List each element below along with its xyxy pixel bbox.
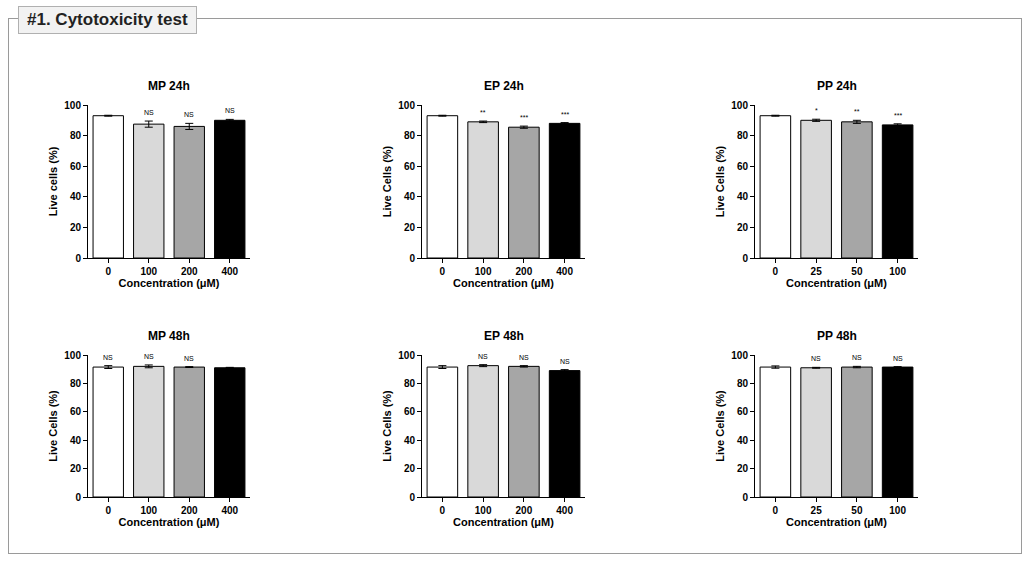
svg-text:60: 60 [737, 161, 749, 172]
svg-text:100: 100 [64, 100, 81, 111]
svg-text:200: 200 [181, 505, 198, 516]
svg-text:200: 200 [181, 266, 198, 277]
svg-text:Live Cells (%): Live Cells (%) [381, 390, 393, 462]
svg-text:***: *** [894, 112, 902, 119]
svg-text:**: ** [480, 109, 486, 116]
svg-text:400: 400 [556, 505, 573, 516]
svg-text:0: 0 [773, 505, 779, 516]
svg-text:Live Cells (%): Live Cells (%) [714, 145, 726, 217]
svg-text:0: 0 [75, 253, 81, 264]
svg-text:Concentration (μM): Concentration (μM) [786, 277, 887, 289]
svg-text:80: 80 [70, 378, 82, 389]
svg-text:0: 0 [440, 505, 446, 516]
svg-text:0: 0 [742, 253, 748, 264]
svg-text:100: 100 [731, 100, 748, 111]
svg-text:80: 80 [70, 130, 82, 141]
svg-text:NS: NS [852, 354, 862, 361]
svg-text:0: 0 [440, 266, 446, 277]
svg-text:Concentration (μM): Concentration (μM) [119, 277, 220, 289]
svg-text:20: 20 [70, 463, 82, 474]
svg-text:0: 0 [742, 492, 748, 503]
svg-text:400: 400 [221, 505, 238, 516]
svg-text:Concentration (μM): Concentration (μM) [786, 516, 887, 528]
svg-text:20: 20 [404, 222, 416, 233]
svg-text:0: 0 [773, 266, 779, 277]
svg-text:Live Cells (%): Live Cells (%) [381, 145, 393, 217]
svg-text:0: 0 [409, 492, 415, 503]
svg-text:0: 0 [409, 253, 415, 264]
svg-text:***: *** [520, 114, 528, 121]
svg-text:Live Cells (%): Live Cells (%) [714, 390, 726, 462]
svg-text:MP 24h: MP 24h [148, 79, 190, 93]
svg-text:100: 100 [64, 350, 81, 361]
svg-text:100: 100 [475, 266, 492, 277]
svg-text:200: 200 [516, 505, 533, 516]
svg-text:MP 48h: MP 48h [148, 329, 190, 343]
svg-text:60: 60 [404, 406, 416, 417]
svg-text:40: 40 [404, 435, 416, 446]
svg-text:NS: NS [144, 353, 154, 360]
svg-text:40: 40 [70, 191, 82, 202]
svg-text:40: 40 [70, 435, 82, 446]
svg-text:100: 100 [140, 266, 157, 277]
svg-text:40: 40 [737, 191, 749, 202]
svg-text:NS: NS [893, 355, 903, 362]
svg-text:100: 100 [398, 100, 415, 111]
svg-text:80: 80 [404, 130, 416, 141]
svg-text:Concentration (μM): Concentration (μM) [119, 516, 220, 528]
svg-text:60: 60 [404, 161, 416, 172]
svg-text:0: 0 [105, 266, 111, 277]
svg-text:25: 25 [811, 505, 823, 516]
svg-text:NS: NS [184, 355, 194, 362]
svg-text:NS: NS [811, 355, 821, 362]
svg-text:40: 40 [404, 191, 416, 202]
svg-text:400: 400 [556, 266, 573, 277]
svg-text:PP 48h: PP 48h [817, 329, 857, 343]
svg-text:200: 200 [516, 266, 533, 277]
svg-text:60: 60 [737, 406, 749, 417]
svg-text:NS: NS [225, 107, 235, 114]
svg-text:20: 20 [737, 463, 749, 474]
svg-text:25: 25 [811, 266, 823, 277]
svg-text:0: 0 [105, 505, 111, 516]
svg-text:Live cells (%): Live cells (%) [47, 146, 59, 216]
html-text:#1. Cytotoxicity test: #1. Cytotoxicity test [27, 10, 188, 29]
svg-text:Concentration (μM): Concentration (μM) [453, 277, 554, 289]
svg-text:EP 48h: EP 48h [484, 329, 524, 343]
svg-text:80: 80 [737, 378, 749, 389]
svg-text:*: * [815, 107, 818, 114]
svg-text:Live Cells (%): Live Cells (%) [47, 390, 59, 462]
svg-text:100: 100 [889, 266, 906, 277]
svg-text:100: 100 [475, 505, 492, 516]
svg-text:60: 60 [70, 406, 82, 417]
svg-text:20: 20 [70, 222, 82, 233]
svg-text:NS: NS [478, 353, 488, 360]
svg-text:80: 80 [737, 130, 749, 141]
svg-text:50: 50 [851, 505, 863, 516]
svg-text:**: ** [854, 108, 860, 115]
svg-text:100: 100 [398, 350, 415, 361]
svg-text:NS: NS [560, 358, 570, 365]
svg-text:60: 60 [70, 161, 82, 172]
svg-text:PP 24h: PP 24h [817, 79, 857, 93]
svg-text:NS: NS [519, 354, 529, 361]
svg-text:NS: NS [184, 111, 194, 118]
svg-text:EP 24h: EP 24h [484, 79, 524, 93]
svg-text:100: 100 [889, 505, 906, 516]
svg-text:0: 0 [75, 492, 81, 503]
svg-text:NS: NS [144, 109, 154, 116]
svg-text:400: 400 [221, 266, 238, 277]
svg-text:100: 100 [140, 505, 157, 516]
svg-text:50: 50 [851, 266, 863, 277]
svg-text:Concentration (μM): Concentration (μM) [453, 516, 554, 528]
svg-text:20: 20 [737, 222, 749, 233]
svg-text:40: 40 [737, 435, 749, 446]
svg-text:80: 80 [404, 378, 416, 389]
svg-text:100: 100 [731, 350, 748, 361]
svg-text:20: 20 [404, 463, 416, 474]
svg-text:***: *** [561, 111, 569, 118]
svg-text:NS: NS [103, 354, 113, 361]
